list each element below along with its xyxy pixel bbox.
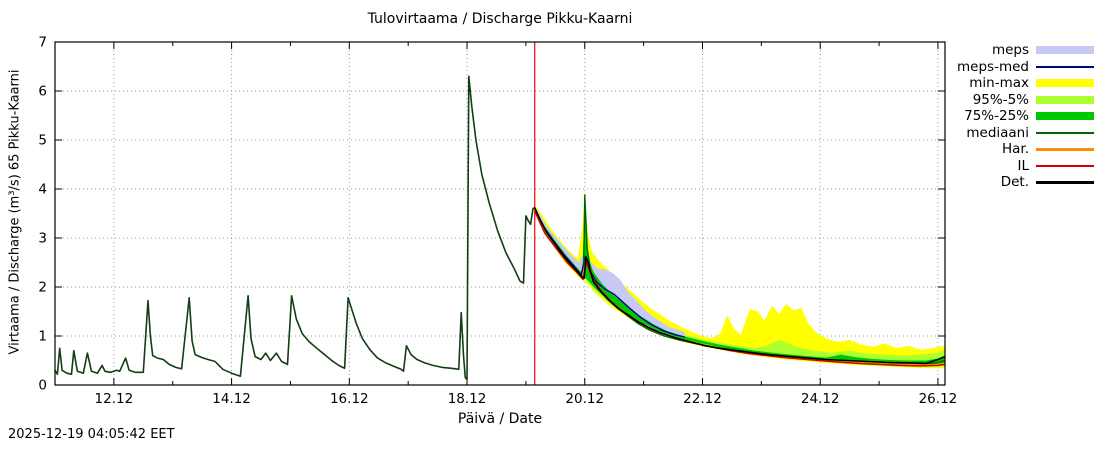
x-axis-label: Päivä / Date (457, 411, 543, 427)
legend-item-meps-med: meps-med (957, 59, 1094, 76)
legend-band-swatch (1036, 112, 1094, 121)
legend-band-swatch (1036, 79, 1094, 88)
legend-item-75-25-: 75%-25% (957, 108, 1094, 125)
y-tick-label: 3 (38, 231, 47, 247)
legend-item-il: IL (957, 158, 1094, 175)
x-tick-label: 14.12 (212, 391, 251, 407)
legend-item-mediaani: mediaani (957, 125, 1094, 142)
legend-line-swatch (1036, 164, 1094, 167)
series-line-meps-med (534, 208, 685, 338)
timestamp-label: 2025-12-19 04:05:42 EET (8, 427, 175, 442)
series-line-Det (533, 207, 946, 365)
x-tick-label: 24.12 (801, 391, 840, 407)
chart-title: Tulovirtaama / Discharge Pikku-Kaarni (367, 11, 633, 27)
plot-border (54, 41, 946, 386)
legend-label: min-max (969, 75, 1029, 92)
legend-line-swatch (1036, 131, 1094, 134)
y-tick-label: 6 (38, 84, 47, 100)
legend-line-swatch (1036, 65, 1094, 68)
x-tick-label: 16.12 (330, 391, 369, 407)
legend-label: IL (1017, 157, 1029, 174)
legend-band-swatch (1036, 95, 1094, 104)
legend-label: meps (991, 42, 1029, 59)
legend-label: Har. (1001, 141, 1029, 158)
x-tick-label: 26.12 (919, 391, 958, 407)
y-tick-label: 1 (38, 329, 47, 345)
y-tick-label: 2 (38, 280, 47, 296)
band-meps (534, 206, 685, 340)
legend-label: mediaani (966, 124, 1029, 141)
legend-item-95-5-: 95%-5% (957, 92, 1094, 109)
legend-line-swatch (1036, 148, 1094, 151)
series-line-observed (54, 75, 536, 380)
legend-label: Det. (1000, 174, 1029, 191)
legend-band-swatch (1036, 46, 1094, 55)
y-tick-label: 5 (38, 133, 47, 149)
legend-label: 95%-5% (972, 91, 1029, 108)
chart-legend: meps meps-med min-max 95%-5% 75%-25% mediaani… (957, 42, 1094, 191)
legend-item-har-: Har. (957, 141, 1094, 158)
x-tick-label: 22.12 (683, 391, 722, 407)
x-tick-label: 12.12 (95, 391, 134, 407)
legend-label: 75%-25% (964, 108, 1029, 125)
y-tick-label: 4 (38, 182, 47, 198)
legend-label: meps-med (957, 58, 1029, 75)
x-tick-label: 20.12 (565, 391, 604, 407)
legend-item-min-max: min-max (957, 75, 1094, 92)
legend-item-meps: meps (957, 42, 1094, 59)
y-tick-label: 7 (38, 35, 47, 51)
legend-line-swatch (1036, 181, 1094, 184)
x-tick-label: 18.12 (448, 391, 487, 407)
y-tick-label: 0 (38, 378, 47, 394)
legend-item-det-: Det. (957, 174, 1094, 191)
